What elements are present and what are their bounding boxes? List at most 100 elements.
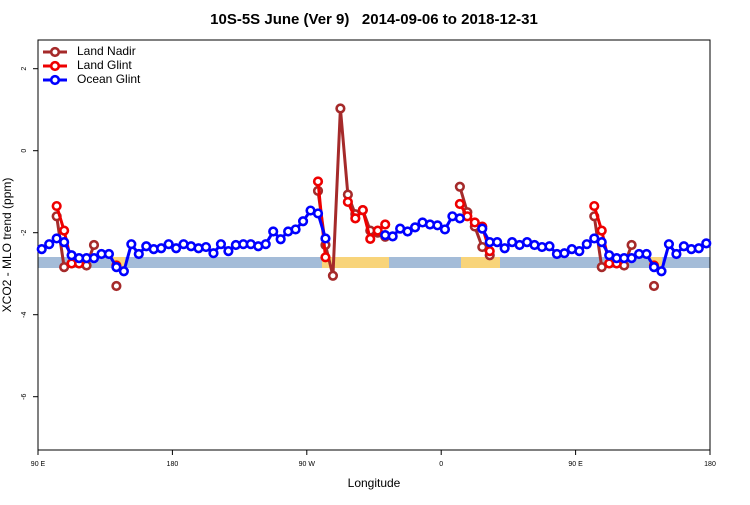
data-point [350,213,361,224]
x-tick-label: 90 E [31,461,46,468]
data-point [596,225,607,236]
data-point [342,196,353,208]
data-point [312,208,324,219]
data-point [581,239,592,250]
data-point [559,248,570,259]
legend-marker [49,60,61,72]
legend-item: Land Nadir [43,44,136,58]
x-tick-label: 90 E [568,461,583,468]
data-point [312,176,324,187]
legend-marker [49,74,61,86]
data-point [477,241,488,253]
data-point [454,181,465,192]
data-point [59,262,70,273]
data-point [574,246,585,257]
data-point [387,231,398,242]
data-point [454,213,465,224]
data-point [484,246,495,257]
data-point [88,253,100,264]
legend-label: Ocean Glint [77,72,141,86]
data-point [454,198,465,210]
data-point [701,238,712,249]
data-point [626,239,637,251]
data-point [163,239,174,250]
legend-item: Land Glint [43,58,132,72]
data-point [208,248,219,259]
plot-frame [37,39,711,451]
data-point [59,237,70,248]
y-tick-label: 2 [21,67,28,71]
legend-label: Land Glint [77,58,132,72]
chart-title: 10S-5S June (Ver 9) 2014-09-06 to 2018-1… [210,11,538,28]
data-point [663,239,675,250]
data-point [171,243,182,254]
legend-label: Land Nadir [77,44,136,58]
y-tick-label: -6 [21,393,28,399]
data-point [469,217,480,228]
data-point [402,226,413,237]
data-point [320,233,331,244]
land-band [461,257,500,268]
data-point [357,205,368,216]
data-point [215,239,227,250]
data-point [648,262,660,273]
data-point [671,248,682,260]
y-tick-label: -2 [21,229,28,235]
data-point [44,239,55,250]
data-point [439,224,451,235]
data-point [626,253,637,264]
x-tick-label: 90 W [299,461,316,468]
legend-marker [49,46,61,58]
data-point [693,243,704,254]
data-point [297,216,309,227]
data-point [200,241,212,253]
data-point [36,244,47,255]
x-axis-label: Longitude [348,476,401,490]
legend-item: Ocean Glint [43,72,141,86]
data-point [335,103,346,114]
data-point [88,239,100,251]
data-point [596,237,607,248]
data-point [156,243,167,254]
data-point [409,222,421,233]
data-point [372,225,383,236]
data-point [126,239,137,250]
data-point [477,223,488,234]
x-tick-label: 180 [704,461,716,468]
data-point [103,248,115,260]
data-point [290,224,301,235]
data-point [59,225,70,236]
data-point [118,266,129,277]
data-point [499,243,510,254]
data-point [432,220,443,231]
data-point [223,246,234,257]
data-point [260,239,271,250]
data-point [589,200,600,212]
data-point [275,234,286,245]
data-point [111,262,122,273]
data-point [268,226,279,237]
data-point [51,200,62,212]
y-tick-label: 0 [21,149,28,153]
data-point [380,219,391,230]
data-point [648,280,660,292]
x-tick-label: 180 [167,461,179,468]
data-point [365,233,376,244]
data-point [51,233,62,244]
x-tick-label: 0 [439,461,443,468]
data-point [327,270,339,281]
data-point [641,248,652,260]
land-band [322,257,389,268]
data-point [589,233,600,244]
data-point [656,266,667,277]
series [36,205,712,277]
series-line [316,181,327,258]
data-point [492,237,503,248]
y-tick-label: -4 [21,311,28,317]
data-point [544,241,555,252]
data-point [596,262,607,273]
data-point [133,248,144,260]
y-axis-label: XCO2 - MLO trend (ppm) [0,178,14,313]
data-point [320,252,331,263]
